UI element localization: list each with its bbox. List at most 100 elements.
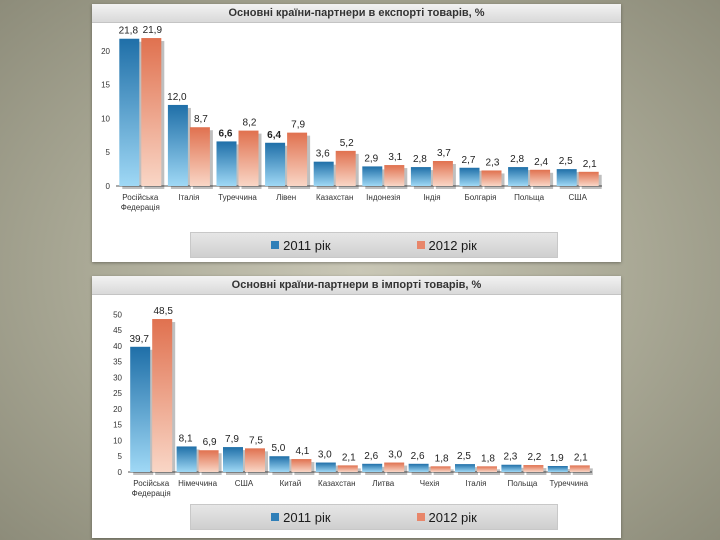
x-tick-label: Італія — [465, 479, 486, 488]
x-tick-label: США — [568, 193, 587, 202]
x-tick-label: Китай — [280, 479, 302, 488]
import-chart-title: Основні країни-партнери в імпорті товарі… — [92, 276, 621, 295]
y-tick-label: 45 — [113, 326, 122, 335]
data-label: 2,1 — [583, 159, 597, 170]
legend-label-2012: 2012 рік — [428, 237, 477, 253]
bar-2011 — [223, 447, 243, 472]
y-tick-label: 10 — [113, 436, 122, 445]
export-chart-panel: Основні країни-партнери в експорті товар… — [92, 4, 621, 262]
data-label: 2,8 — [413, 154, 427, 165]
bar-2012 — [291, 459, 312, 472]
bar-2012 — [569, 465, 590, 472]
legend-item-2012: 2012 рік — [416, 510, 477, 525]
data-label: 6,4 — [267, 130, 281, 141]
y-tick-label: 20 — [113, 405, 122, 414]
bar-2011 — [459, 167, 480, 186]
x-tick-label: Туреччина — [218, 193, 257, 202]
x-tick-label: Російська — [133, 479, 170, 488]
import-chart-panel: Основні країни-партнери в імпорті товарі… — [92, 276, 621, 538]
bar-2011 — [501, 464, 522, 472]
data-label: 2,5 — [559, 156, 573, 167]
data-label: 8,7 — [194, 114, 208, 125]
data-label: 48,5 — [153, 306, 173, 317]
bar-2011 — [313, 161, 334, 186]
data-label: 3,6 — [316, 149, 330, 160]
data-label: 2,2 — [527, 452, 541, 463]
x-tick-label: Польща — [514, 193, 544, 202]
bar-2011 — [556, 169, 577, 186]
data-label: 12,0 — [167, 92, 187, 103]
bar-2012 — [477, 466, 497, 472]
data-label: 7,5 — [249, 435, 263, 446]
data-label: 2,1 — [342, 452, 356, 463]
legend-swatch-2011 — [271, 513, 280, 521]
data-label: 3,7 — [437, 148, 451, 159]
data-label: 1,8 — [435, 453, 449, 464]
bar-2011 — [130, 346, 151, 472]
legend-item-2012: 2012 рік — [416, 237, 477, 253]
y-tick-label: 5 — [106, 148, 111, 157]
bar-2011 — [455, 464, 475, 472]
x-tick-label: Болгарія — [465, 193, 497, 202]
bar-2011 — [119, 38, 140, 187]
bar-2011 — [508, 167, 529, 186]
data-label: 2,4 — [534, 157, 548, 168]
data-label: 5,0 — [271, 443, 285, 454]
y-tick-label: 15 — [113, 421, 122, 430]
bar-2012 — [530, 169, 551, 186]
data-label: 2,5 — [457, 451, 471, 462]
x-tick-label: Федерація — [121, 203, 160, 212]
x-tick-label: Польща — [507, 479, 537, 488]
x-tick-label: Німеччина — [178, 479, 217, 488]
y-tick-label: 20 — [101, 47, 110, 56]
bar-2012 — [384, 165, 405, 186]
x-tick-label: Казахстан — [316, 193, 354, 202]
import-bar-chart: 0 5 10 15 20 25 30 35 40 45 50 39,7 48,5 РосійськаФед… — [113, 306, 593, 498]
bar-2012 — [245, 448, 265, 472]
y-tick-label: 35 — [113, 358, 122, 367]
bar-2011 — [216, 141, 237, 186]
data-label: 1,8 — [481, 453, 495, 464]
bar-2011 — [167, 104, 188, 186]
x-tick-label: Індонезія — [366, 193, 400, 202]
bar-2011 — [265, 142, 286, 186]
data-label: 3,0 — [318, 450, 332, 461]
bar-2011 — [269, 456, 290, 472]
data-label: 39,7 — [129, 334, 149, 345]
legend-item-2011: 2011 рік — [271, 238, 331, 253]
y-tick-label: 10 — [101, 114, 110, 123]
import-legend: 2011 рік 2012 рік — [190, 504, 558, 530]
bar-2012 — [335, 150, 356, 186]
export-chart-title: Основні країни-партнери в експорті товар… — [92, 4, 621, 23]
data-label: 2,6 — [411, 451, 425, 462]
bar-shadow — [433, 469, 454, 475]
bar-2012 — [578, 171, 599, 186]
legend-swatch-2011 — [271, 241, 280, 249]
y-tick-label: 25 — [113, 389, 122, 398]
data-label: 21,8 — [119, 26, 139, 37]
bar-2011 — [362, 166, 383, 186]
bar-2011 — [315, 462, 336, 472]
legend-swatch-2012 — [416, 241, 425, 249]
data-label: 8,1 — [179, 433, 193, 444]
bar-2012 — [384, 462, 405, 472]
data-label: 21,9 — [143, 25, 163, 36]
data-label: 3,0 — [388, 450, 402, 461]
bar-2012 — [198, 450, 219, 472]
data-label: 2,3 — [486, 157, 500, 168]
data-label: 2,7 — [462, 155, 476, 166]
data-label: 7,9 — [291, 120, 305, 131]
bar-2011 — [547, 466, 568, 472]
data-label: 6,6 — [219, 128, 233, 139]
y-tick-label: 40 — [113, 342, 122, 351]
y-tick-label: 0 — [106, 182, 111, 191]
bar-2012 — [141, 38, 162, 187]
bar-2012 — [432, 161, 453, 186]
data-label: 5,2 — [340, 138, 354, 149]
y-tick-label: 0 — [118, 468, 123, 477]
bar-2012 — [189, 127, 210, 186]
export-legend: 2011 рік 2012 рік — [190, 232, 558, 258]
x-tick-label: Туреччина — [549, 479, 588, 488]
bar-shadow — [480, 469, 500, 475]
